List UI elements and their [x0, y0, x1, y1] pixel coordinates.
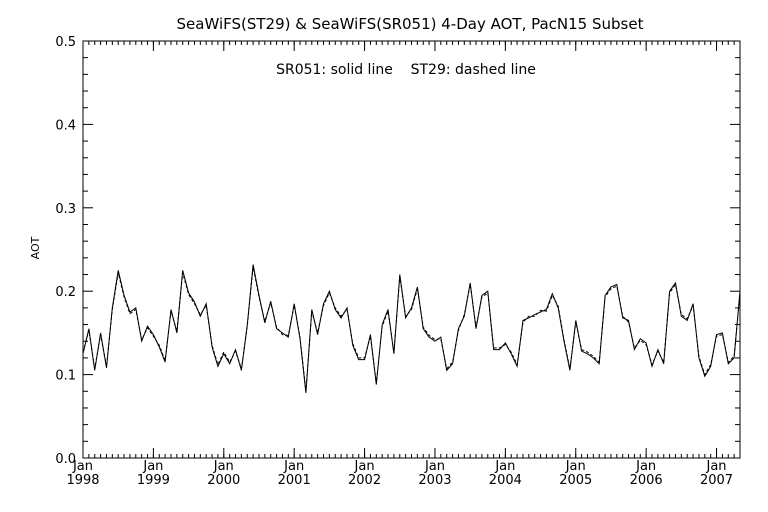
x-tick-label-month: Jan [283, 459, 304, 474]
x-tick-label-month: Jan [142, 459, 163, 474]
y-tick-labels: 0.0 0.1 0.2 0.3 0.4 0.5 [55, 35, 76, 467]
x-tick-label-month: Jan [635, 459, 656, 474]
y-tick-label: 0.1 [55, 369, 76, 384]
y-axis-label: AOT [29, 236, 42, 259]
x-tick-label-year: 2005 [559, 473, 592, 488]
y-tick-label: 0.4 [55, 118, 76, 133]
x-tick-labels: Jan1998Jan1999Jan2000Jan2001Jan2002Jan20… [66, 459, 733, 488]
series-line-dashed [82, 266, 741, 392]
x-tick-label-year: 2000 [207, 473, 240, 488]
series-group [82, 264, 741, 393]
x-tick-label-year: 2003 [418, 473, 451, 488]
x-tick-label-year: 2007 [700, 473, 733, 488]
y-tick-label: 0.2 [55, 285, 76, 300]
y-tick-label: 0.0 [55, 452, 76, 467]
x-tick-label-month: Jan [494, 459, 515, 474]
x-tick-label-year: 2002 [348, 473, 381, 488]
x-tick-label-year: 2001 [278, 473, 311, 488]
x-tick-label-year: 2006 [630, 473, 663, 488]
axis-ticks [82, 40, 741, 459]
y-tick-label: 0.5 [55, 35, 76, 50]
x-tick-label-year: 1998 [66, 473, 99, 488]
y-tick-label: 0.3 [55, 202, 76, 217]
x-tick-label-year: 2004 [489, 473, 522, 488]
plot-frame [82, 40, 741, 459]
x-tick-label-month: Jan [213, 459, 234, 474]
chart-annotation: SR051: solid line ST29: dashed line [276, 62, 536, 78]
x-tick-label-month: Jan [424, 459, 445, 474]
x-tick-label-month: Jan [354, 459, 375, 474]
chart-title: SeaWiFS(ST29) & SeaWiFS(SR051) 4-Day AOT… [177, 15, 644, 33]
x-tick-label-month: Jan [72, 459, 93, 474]
x-tick-label-month: Jan [706, 459, 727, 474]
x-tick-label-year: 1999 [137, 473, 170, 488]
x-tick-label-month: Jan [565, 459, 586, 474]
